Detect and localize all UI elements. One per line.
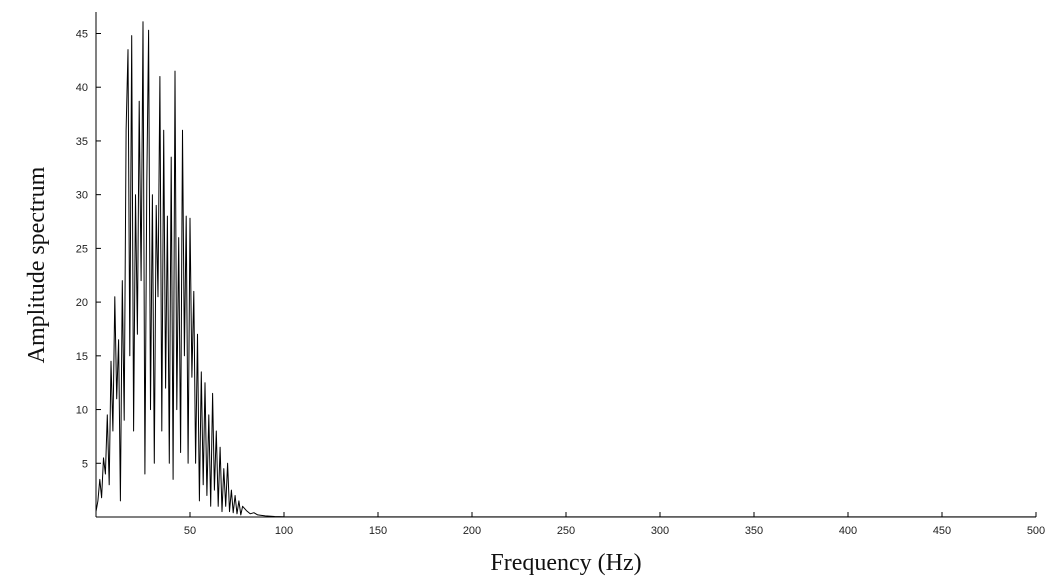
x-tick-label: 200 xyxy=(463,525,481,537)
y-tick-label: 30 xyxy=(76,190,88,202)
y-tick-label: 35 xyxy=(76,136,88,148)
y-tick-label: 25 xyxy=(76,243,88,255)
x-tick-label: 400 xyxy=(839,525,857,537)
x-tick-label: 250 xyxy=(557,525,575,537)
y-tick-label: 45 xyxy=(76,28,88,40)
spectrum-series-line xyxy=(96,22,1036,517)
plot-area xyxy=(96,22,1036,517)
x-tick-label: 500 xyxy=(1027,525,1045,537)
x-axis-ticks: 50 100 150 200 250 300 350 400 450 500 xyxy=(184,512,1045,537)
y-axis-label: Amplitude spectrum xyxy=(24,166,50,363)
y-tick-label: 40 xyxy=(76,82,88,94)
x-tick-label: 150 xyxy=(369,525,387,537)
x-tick-label: 50 xyxy=(184,525,196,537)
y-tick-label: 10 xyxy=(76,405,88,417)
x-tick-label: 100 xyxy=(275,525,293,537)
chart-axes xyxy=(96,12,1036,517)
x-tick-label: 450 xyxy=(933,525,951,537)
y-tick-label: 20 xyxy=(76,297,88,309)
y-tick-label: 15 xyxy=(76,351,88,363)
x-axis-label: Frequency (Hz) xyxy=(490,550,641,576)
x-tick-label: 300 xyxy=(651,525,669,537)
x-tick-label: 350 xyxy=(745,525,763,537)
y-tick-label: 5 xyxy=(82,458,88,470)
y-axis-ticks: 5 10 15 20 25 30 35 40 45 xyxy=(76,28,101,470)
